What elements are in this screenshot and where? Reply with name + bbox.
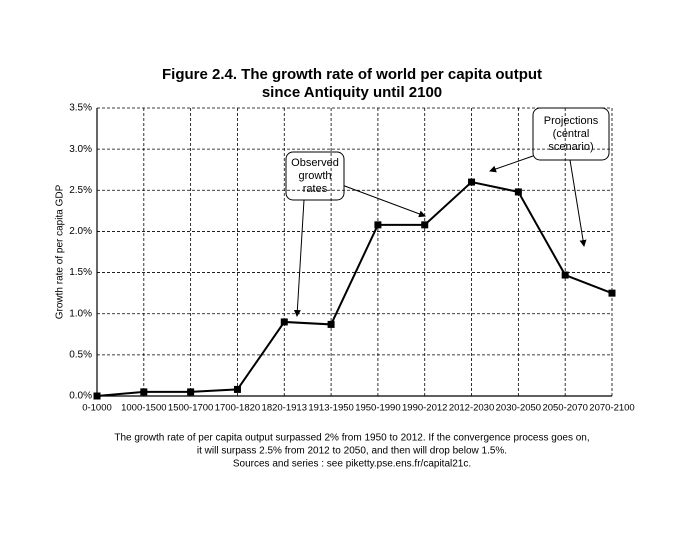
chart-title: Figure 2.4. The growth rate of world per… [162,66,542,83]
data-point [608,289,616,297]
annotation: growth [298,170,331,182]
annotation: rates [303,183,328,195]
y-tick-label: 1.0% [69,308,92,319]
chart-title: since Antiquity until 2100 [262,84,442,101]
x-tick-label: 2012-2030 [449,403,494,414]
x-tick-label: 1990-2012 [402,403,447,414]
annotation: scenario) [548,141,593,153]
data-point [140,388,148,396]
caption: Sources and series : see piketty.pse.ens… [233,459,471,470]
x-tick-label: 2070-2100 [589,403,634,414]
data-point [327,320,335,328]
x-tick-label: 1000-1500 [121,403,166,414]
annotation-box [285,151,345,201]
annotation-box [532,107,610,161]
data-line [96,180,613,397]
data-point [374,221,382,229]
x-tick-label: 1913-1950 [308,403,353,414]
annotation: Observed [291,157,339,169]
annotation: Projections [544,115,599,127]
x-tick-label: 1700-1820 [215,403,260,414]
x-tick-label: 1950-1990 [355,403,400,414]
data-point [187,388,195,396]
annotation-arrows [293,155,587,317]
caption: it will surpass 2.5% from 2012 to 2050, … [197,446,507,457]
x-tick-label: 2050-2070 [542,403,587,414]
annotation: (central [553,128,590,140]
x-tick-label: 0-1000 [82,403,112,414]
y-tick-label: 0.0% [69,391,92,402]
y-tick-label: 1.5% [69,267,92,278]
y-axis-label: Growth rate of per capita GDP [55,184,66,319]
x-tick-label: 2030-2050 [496,403,541,414]
data-point [233,385,241,393]
data-point [514,188,522,196]
caption: The growth rate of per capita output sur… [114,433,589,444]
y-tick-label: 3.0% [69,144,92,155]
data-point [561,271,569,279]
data-point [468,178,476,186]
y-tick-label: 2.5% [69,185,92,196]
y-tick-label: 0.5% [69,349,92,360]
x-tick-label: 1820-1913 [262,403,307,414]
y-tick-label: 3.5% [69,103,92,114]
data-point [93,392,101,400]
data-point [421,221,429,229]
x-tick-label: 1500-1700 [168,403,213,414]
y-tick-label: 2.0% [69,226,92,237]
data-point [280,318,288,326]
